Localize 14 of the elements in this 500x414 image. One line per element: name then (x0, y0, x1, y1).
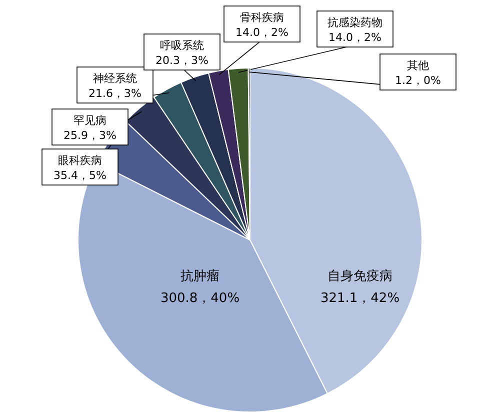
slice-label: 神经系统 (93, 72, 137, 85)
slice-label: 眼科疾病 (58, 154, 102, 167)
slice-label: 呼吸系统 (160, 39, 204, 52)
data-label: 1.2，0% (395, 74, 441, 87)
data-label: 25.9，3% (64, 129, 116, 142)
slice-label: 骨科疾病 (240, 11, 284, 24)
data-label: 21.6，3% (88, 87, 142, 100)
data-label: 20.3，3% (156, 54, 208, 67)
data-label: 35.4，5% (54, 169, 106, 182)
slice-label: 抗感染药物 (328, 16, 382, 29)
data-label: 14.0，2% (328, 31, 382, 44)
slice-label: 罕见病 (74, 114, 106, 127)
data-label: 14.0，2% (236, 26, 288, 39)
slice-label: 其他 (407, 59, 429, 72)
